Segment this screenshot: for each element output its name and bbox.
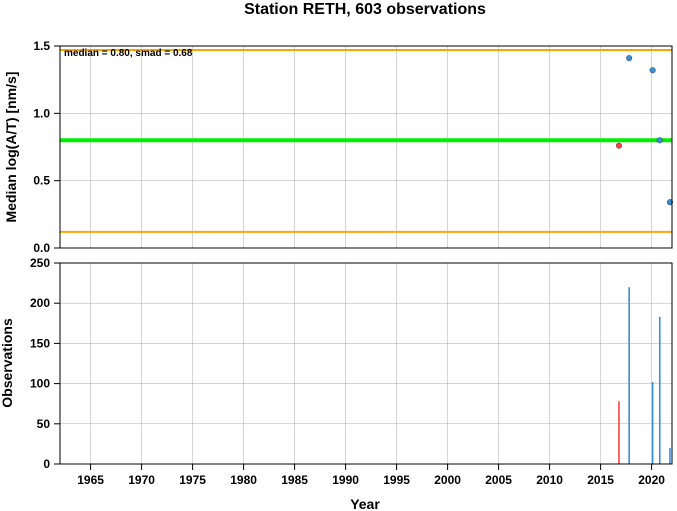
median-point [626, 55, 633, 62]
bottom-grid [60, 262, 672, 465]
bottom-y-tick-label: 200 [30, 296, 50, 310]
bottom-y-tick-label: 0 [43, 457, 50, 471]
x-tick-label: 2005 [485, 473, 512, 487]
median-smad-annotation: median = 0.80, smad = 0.68 [64, 48, 193, 59]
x-tick-label: 2015 [587, 473, 614, 487]
top-y-tick-label: 1.0 [33, 106, 50, 120]
chart-title: Station RETH, 603 observations [244, 1, 486, 18]
reference-lines [60, 49, 672, 233]
top-y-tick-label: 1.5 [33, 39, 50, 53]
x-axis: 1965 1970 1975 1980 1985 1990 1995 2000 2005 2010… [77, 464, 665, 487]
x-tick-label: 1965 [77, 473, 104, 487]
median-point [649, 67, 656, 74]
bottom-y-tick-label: 100 [30, 377, 50, 391]
x-tick-label: 1970 [128, 473, 155, 487]
x-tick-label: 2020 [638, 473, 665, 487]
median-point [666, 199, 673, 206]
bottom-y-tick-label: 250 [30, 256, 50, 270]
top-grid [60, 45, 672, 249]
bottom-frame [59, 262, 673, 465]
median-amplitude-panel: median = 0.80, smad = 0.68 0.00.51.01.5 … [3, 39, 673, 255]
observations-panel: 0 50 100 150 200 250 1965 1970 1975 1980 1985 1990… [0, 256, 673, 511]
median-point [615, 142, 622, 149]
x-tick-label: 1975 [179, 473, 206, 487]
top-y-axis: 0.0 0.5 1.0 1.5 [33, 39, 60, 255]
bottom-y-axis: 0 50 100 150 200 250 [30, 256, 60, 471]
median-points [615, 55, 673, 206]
top-y-axis-label: Median log(A/T) [nm/s] [3, 72, 19, 223]
top-frame [59, 45, 673, 249]
x-tick-label: 1995 [383, 473, 410, 487]
x-tick-label: 1980 [230, 473, 257, 487]
observation-bars [618, 287, 671, 464]
top-y-tick-label: 0.0 [33, 241, 50, 255]
x-tick-label: 1985 [281, 473, 308, 487]
bottom-y-axis-label: Observations [0, 318, 15, 408]
top-y-tick-label: 0.5 [33, 174, 50, 188]
x-tick-label: 2000 [434, 473, 461, 487]
x-tick-label: 2010 [536, 473, 563, 487]
x-axis-label: Year [350, 496, 380, 511]
x-tick-label: 1990 [332, 473, 359, 487]
bottom-y-tick-label: 50 [37, 417, 51, 431]
bottom-y-tick-label: 150 [30, 336, 50, 350]
median-point [656, 137, 663, 144]
